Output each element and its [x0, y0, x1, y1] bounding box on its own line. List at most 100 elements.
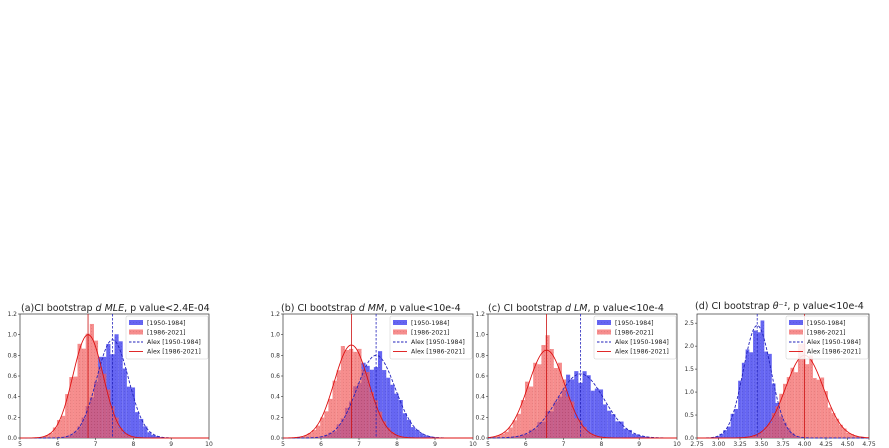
y-tick-label: 1.0 [7, 332, 17, 339]
histogram-bar [745, 349, 750, 438]
legend-label: Alex [1986-2021] [147, 349, 201, 356]
histogram-bar [827, 407, 832, 438]
y-tick-label: 0.4 [475, 394, 485, 401]
histogram-bar [794, 372, 798, 438]
histogram-bar [771, 383, 776, 438]
y-tick-label: 0.8 [475, 352, 485, 359]
histogram-bar [65, 394, 70, 438]
histogram-bar [307, 433, 312, 438]
histogram-bar [130, 387, 136, 438]
histogram-bar [631, 433, 636, 438]
x-tick-label: 9 [169, 441, 173, 448]
histogram-bar [786, 377, 791, 438]
histogram-bar [139, 418, 144, 438]
histogram-bar [529, 386, 534, 438]
histogram-bar [500, 433, 505, 438]
histogram-bar [797, 343, 802, 438]
panel-title: (c) CI bootstrap d LM, p value<10e-4 [488, 303, 664, 314]
histogram-bar [760, 431, 765, 438]
x-tick-label: 9 [637, 441, 641, 448]
histogram-bar [89, 323, 94, 438]
histogram-bar [423, 435, 428, 438]
x-tick-label: 9 [433, 441, 437, 448]
histogram-bar [320, 417, 325, 438]
histogram-bar [77, 343, 82, 438]
histogram-bar [775, 406, 780, 438]
histogram-bar [537, 364, 542, 438]
x-tick-label: 6 [319, 441, 323, 448]
panel-title: (d) CI bootstrap θ⁻¹, p value<10e-4 [695, 301, 864, 312]
chart-panel-c: (c) CI bootstrap d LM, p value<10e-4 0.0 0… [475, 303, 681, 448]
histogram-bar [850, 434, 855, 438]
x-tick-label: 5 [18, 441, 22, 448]
x-tick-label: 3.75 [776, 441, 790, 448]
histogram-bar [738, 380, 742, 438]
histogram-bar [114, 334, 119, 438]
legend [785, 315, 869, 360]
histogram-bar [719, 433, 724, 438]
histogram-bar [504, 431, 509, 438]
histogram-bar [566, 396, 571, 438]
histogram-bar [398, 436, 403, 438]
histogram-bar [155, 436, 160, 438]
histogram-bar [790, 367, 795, 438]
y-tick-label: 2.0 [684, 343, 694, 350]
histogram-bar [603, 404, 608, 438]
legend-label: Alex [1950-1984] [411, 339, 465, 346]
x-tick-label: 10 [205, 441, 213, 448]
y-tick-label: 0.5 [684, 412, 694, 419]
histogram-bar [512, 420, 517, 438]
histogram-bar [406, 419, 412, 438]
panel-title: (a)CI bootstrap d MLE, p value<2.4E-04 [21, 303, 210, 314]
histogram-bar [520, 400, 525, 438]
histogram-bar [615, 421, 620, 438]
histogram-bar [570, 401, 575, 438]
panel-title: (b) CI bootstrap d MM, p value<10e-4 [281, 303, 461, 314]
y-tick-label: 0.0 [7, 435, 17, 442]
histogram-bar [582, 426, 587, 438]
histogram-bar [394, 435, 399, 438]
y-tick-label: 1.5 [684, 366, 694, 373]
histogram-bar [394, 393, 399, 438]
y-tick-label: 0.2 [475, 414, 485, 421]
histogram-bar [711, 437, 716, 438]
legend [593, 315, 677, 360]
histogram-bar [316, 425, 321, 438]
histogram-bar [114, 417, 119, 438]
x-tick-label: 7 [357, 441, 361, 448]
histogram-bar [122, 433, 127, 438]
histogram-bar [749, 436, 754, 438]
histogram-bar [324, 411, 329, 438]
legend-swatch [789, 320, 803, 325]
histogram-bar [756, 434, 761, 438]
x-tick-label: 4.00 [798, 441, 812, 448]
histogram-bar [644, 436, 649, 438]
x-tick-label: 7 [94, 441, 98, 448]
histogram-bar [749, 352, 754, 438]
fit-curve-1986-2021 [487, 349, 677, 439]
histogram-bar [126, 435, 131, 438]
legend-label: Alex [1986-2021] [411, 349, 465, 356]
x-tick-label: 3.25 [733, 441, 747, 448]
histogram-bar [783, 383, 787, 438]
histogram-bar [44, 435, 49, 438]
histogram-bar [764, 351, 769, 438]
x-tick-label: 8 [395, 441, 399, 448]
legend-label: [1950-1984] [615, 320, 654, 327]
y-tick-label: 2.5 [684, 320, 694, 327]
histogram-bar [311, 430, 317, 438]
fit-curve-1986-2021 [19, 334, 209, 439]
legend-label: [1986-2021] [411, 330, 450, 337]
histogram-bar [607, 410, 612, 438]
histogram-bar [52, 427, 57, 438]
histogram-bar [779, 393, 783, 438]
histogram-bar [801, 343, 806, 438]
histogram-bar [378, 411, 383, 438]
histogram-bar [427, 436, 432, 438]
legend-swatch [597, 329, 611, 335]
legend-label: Alex [1986-2021] [615, 349, 669, 356]
histogram-bar [369, 391, 374, 438]
y-tick-label: 0.0 [270, 435, 280, 442]
histogram-bar [147, 432, 152, 438]
